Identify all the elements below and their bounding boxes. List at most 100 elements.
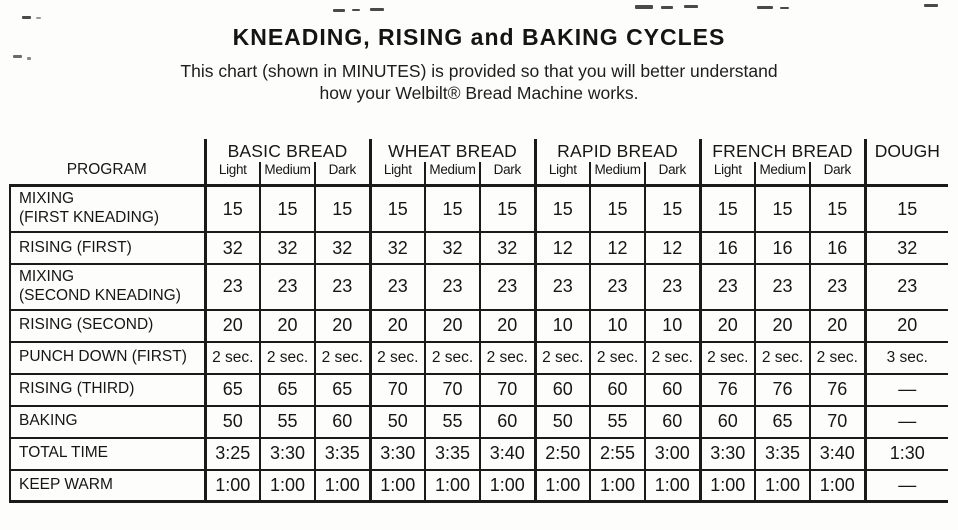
program-label: MIXING (FIRST KNEADING) (9, 184, 205, 233)
value-cell: 2 sec. (313, 340, 371, 374)
value-cell: 65 (259, 372, 315, 406)
value-cell: 2 sec. (259, 340, 315, 374)
value-cell: 20 (424, 308, 481, 342)
value-cell: — (863, 404, 949, 438)
value-cell: 3:40 (479, 436, 536, 470)
value-cell: 60 (313, 404, 371, 438)
value-cell: 70 (368, 372, 426, 406)
value-cell: 20 (479, 308, 536, 342)
value-cell: 1:00 (313, 468, 371, 504)
value-cell: 2 sec. (698, 340, 756, 374)
value-cell: 60 (698, 404, 756, 438)
value-cell: 3:30 (368, 436, 426, 470)
value-cell: 32 (313, 231, 371, 265)
value-cell: 70 (479, 372, 536, 406)
value-cell: 3:40 (809, 436, 866, 470)
value-cell: 2 sec. (644, 340, 701, 374)
value-cell: — (863, 468, 949, 504)
value-cell: 23 (698, 263, 756, 310)
value-cell: 12 (589, 231, 646, 265)
value-cell: 10 (644, 308, 701, 342)
value-cell: 2 sec. (589, 340, 646, 374)
table-row: MIXING (SECOND KNEADING) 23 23 23 23 23 23 23 23 2… (9, 263, 949, 310)
value-cell: 23 (809, 263, 866, 310)
scan-artifact (370, 8, 384, 11)
value-cell: 55 (259, 404, 315, 438)
value-cell: 76 (809, 372, 866, 406)
value-cell: 76 (698, 372, 756, 406)
subcol-wheat-dark: Dark (479, 161, 536, 186)
value-cell: 15 (368, 184, 426, 233)
value-cell: 10 (589, 308, 646, 342)
value-cell: 1:00 (754, 468, 811, 504)
program-label: KEEP WARM (9, 468, 205, 504)
header-subcolumn-row: Light Medium Dark Light Medium Dark Ligh… (10, 161, 948, 186)
value-cell: 32 (259, 231, 315, 265)
program-label: PUNCH DOWN (FIRST) (9, 340, 205, 374)
scan-artifact (661, 6, 673, 9)
table-row: PUNCH DOWN (FIRST) 2 sec. 2 sec. 2 sec. 2 se… (9, 340, 949, 374)
value-cell: 2 sec. (533, 340, 591, 374)
group-header-basic-bread: BASIC BREAD (203, 138, 371, 162)
subcol-french-light: Light (698, 161, 756, 186)
value-cell: 1:00 (698, 468, 756, 504)
value-cell: — (863, 372, 949, 406)
value-cell: 16 (754, 231, 811, 265)
subcol-french-medium: Medium (754, 161, 811, 186)
value-cell: 1:00 (424, 468, 481, 504)
value-cell: 76 (754, 372, 811, 406)
table-body: MIXING (FIRST KNEADING) 15 15 15 15 15 15 15 15 15… (9, 184, 949, 504)
page-title: KNEADING, RISING and BAKING CYCLES (232, 24, 726, 50)
program-label: RISING (FIRST) (9, 231, 205, 265)
value-cell: 3:30 (259, 436, 315, 470)
value-cell: 23 (479, 263, 536, 310)
value-cell: 23 (533, 263, 591, 310)
program-label: TOTAL TIME (9, 436, 205, 470)
value-cell: 32 (863, 231, 949, 265)
value-cell: 3:35 (313, 436, 371, 470)
value-cell: 50 (533, 404, 591, 438)
value-cell: 1:00 (259, 468, 315, 504)
value-cell: 23 (259, 263, 315, 310)
subcol-basic-light: Light (203, 161, 260, 186)
value-cell: 23 (589, 263, 646, 310)
value-cell: 12 (644, 231, 701, 265)
value-cell: 2:55 (589, 436, 646, 470)
program-column-header: PROGRAM (66, 161, 147, 179)
table-row: MIXING (FIRST KNEADING) 15 15 15 15 15 15 15 15 15… (9, 184, 949, 233)
scan-artifact (924, 4, 938, 7)
value-cell: 20 (863, 308, 949, 342)
value-cell: 23 (368, 263, 426, 310)
header-group-row: PROGRAM BASIC BREAD WHEAT BREAD RAPID BR… (10, 138, 949, 186)
value-cell: 15 (589, 184, 646, 233)
value-cell: 20 (809, 308, 866, 342)
value-cell: 20 (259, 308, 315, 342)
value-cell: 23 (203, 263, 260, 310)
value-cell: 3:25 (203, 436, 260, 470)
value-cell: 32 (203, 231, 260, 265)
value-cell: 15 (424, 184, 481, 233)
value-cell: 23 (424, 263, 481, 310)
value-cell: 20 (754, 308, 811, 342)
value-cell: 70 (424, 372, 481, 406)
value-cell: 1:00 (203, 468, 260, 504)
value-cell: 2 sec. (368, 340, 426, 374)
value-cell: 15 (754, 184, 811, 233)
value-cell: 15 (698, 184, 756, 233)
program-label: RISING (THIRD) (9, 372, 205, 406)
value-cell: 60 (533, 372, 591, 406)
value-cell: 55 (589, 404, 646, 438)
value-cell: 3:30 (698, 436, 756, 470)
value-cell: 3:35 (424, 436, 481, 470)
subcol-basic-dark: Dark (313, 161, 371, 186)
table-row: KEEP WARM 1:00 1:00 1:00 1:00 1:00 1:00 1:00 1:0… (9, 468, 949, 504)
value-cell: 23 (313, 263, 371, 310)
value-cell: 1:30 (863, 436, 949, 470)
scan-artifact (13, 55, 22, 58)
value-cell: 15 (259, 184, 315, 233)
program-label: BAKING (9, 404, 205, 438)
value-cell: 1:00 (589, 468, 646, 504)
group-header-dough: DOUGH (863, 138, 949, 186)
table-row: RISING (THIRD) 65 65 65 70 70 70 60 60 60 76 76 76— (9, 372, 949, 406)
